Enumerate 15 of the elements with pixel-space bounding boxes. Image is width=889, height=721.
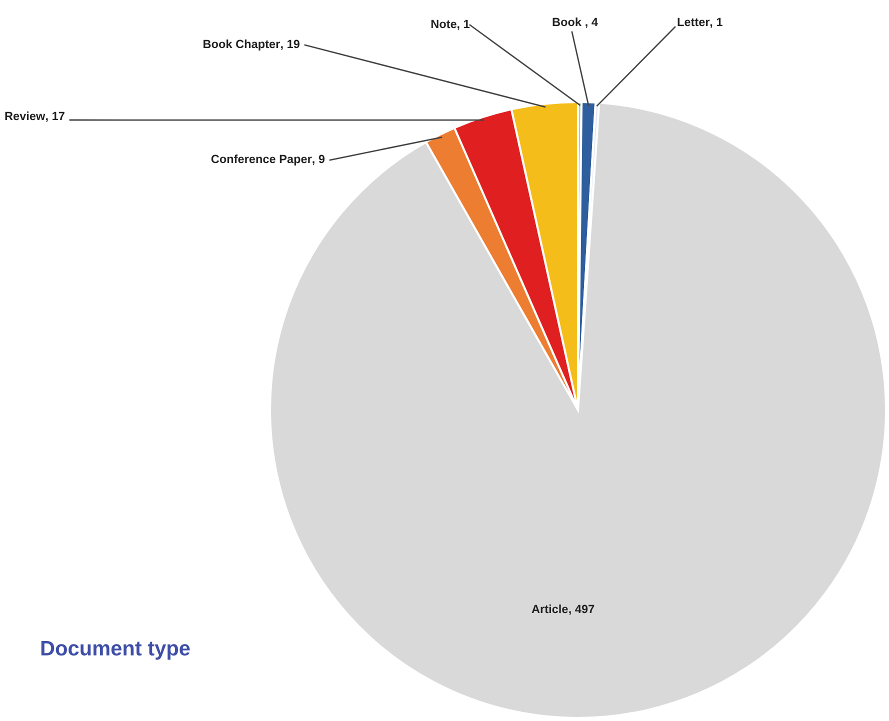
- slice-label: Book Chapter: [204, 40, 280, 51]
- text: Document type: [41, 641, 190, 660]
- data-label: , 497: [569, 604, 594, 615]
- data-label: , 9: [312, 154, 325, 165]
- slice-label: Note: [431, 20, 456, 28]
- data-label: , 17: [46, 112, 64, 122]
- data-label: , 1: [458, 20, 470, 30]
- slice-label: Letter: [678, 18, 710, 26]
- data-label: , 1: [710, 18, 722, 28]
- slice-label: Book: [552, 18, 582, 26]
- data-label: , 4: [586, 18, 598, 28]
- slice-label: Review: [5, 112, 46, 120]
- slice-label: Conference Paper: [211, 154, 312, 166]
- data-label: , 19: [281, 40, 300, 50]
- slice-label: Article: [532, 604, 568, 614]
